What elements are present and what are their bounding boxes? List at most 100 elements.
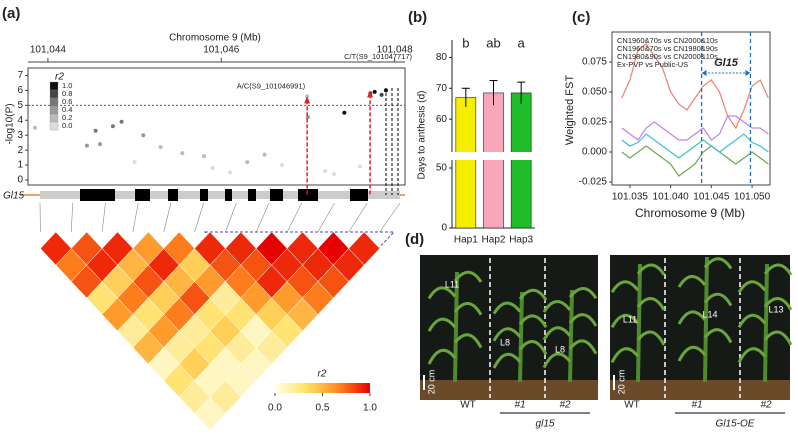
y-tick-label: 50 — [436, 163, 448, 174]
y-tick-label: 0 — [17, 175, 23, 186]
colorbar — [275, 383, 370, 393]
annotation: A/C(S9_101046991) — [237, 81, 306, 90]
bar — [483, 92, 504, 229]
plant-stem — [703, 256, 709, 383]
y-tick-label: 0.050 — [582, 87, 607, 98]
group-label: WT — [624, 400, 640, 411]
leaf-label: L14 — [702, 309, 717, 319]
plant-leaf — [492, 352, 522, 369]
plant-leaf — [518, 288, 548, 301]
colorbar-label: 0.5 — [316, 403, 330, 414]
point — [110, 124, 115, 129]
y-tick-label: 0 — [441, 223, 447, 234]
leaf-label: L13 — [768, 304, 783, 314]
point — [93, 128, 98, 133]
x-tick-label: Hap2 — [482, 235, 506, 246]
point — [342, 110, 347, 115]
colorbar-label: 0.0 — [268, 403, 282, 414]
point — [141, 133, 146, 138]
scale-label: 20 cm — [426, 370, 436, 395]
legend-label: CN1960&70s vs CN1980&90s — [617, 44, 718, 53]
x-tick-label: 101,048 — [377, 45, 414, 56]
point — [379, 92, 384, 97]
leaf-label: L11 — [445, 279, 459, 289]
plot-frame — [611, 31, 771, 186]
plant-leaf — [610, 347, 640, 364]
snp-connector — [255, 202, 270, 233]
y-tick-label: -0.025 — [579, 177, 608, 188]
arrow-head — [304, 96, 311, 104]
line — [621, 115, 769, 141]
scale-label: 20 cm — [616, 370, 626, 395]
line — [621, 133, 769, 159]
plant-leaf — [453, 302, 483, 316]
arrow-head — [367, 90, 374, 98]
soil — [610, 380, 790, 400]
x-tick-label: 101.035 — [612, 192, 649, 203]
legend-label: CN1980&90s vs CN2000&10s — [617, 52, 718, 61]
legend-label: 0.4 — [62, 105, 72, 114]
point — [323, 169, 328, 174]
plant-leaf — [518, 340, 548, 356]
legend-swatch — [49, 97, 59, 107]
group-letter: ab — [486, 35, 500, 50]
group-label: #1 — [691, 400, 702, 411]
x-tick-label: Hap1 — [454, 235, 478, 246]
panel-label: (b) — [408, 9, 427, 26]
point — [357, 164, 362, 169]
legend-title: r2 — [55, 72, 64, 83]
genotype-label: Gl15-OE — [716, 419, 755, 430]
point — [262, 152, 267, 157]
snp-connector — [379, 202, 401, 233]
plant-leaf — [568, 313, 598, 327]
plant-leaf — [453, 270, 483, 283]
y-tick-label: 0.000 — [582, 147, 607, 158]
snp-connector — [163, 202, 172, 233]
group-letter: a — [518, 35, 526, 50]
x-tick-label: Hap3 — [509, 235, 533, 246]
legend-swatch — [49, 105, 59, 115]
point — [97, 142, 102, 147]
legend-label: 0.0 — [62, 121, 72, 130]
colorbar-label: 1.0 — [363, 403, 377, 414]
group-label: #2 — [559, 400, 571, 411]
y-tick-label: 7 — [17, 70, 23, 81]
exons — [80, 189, 368, 201]
legend-label: CN1960&70s vs CN2000&10s — [617, 36, 718, 45]
plant-leaf — [492, 301, 522, 315]
plant-leaf — [763, 263, 793, 276]
plant-leaf — [703, 292, 733, 307]
point — [132, 160, 137, 165]
point — [372, 89, 377, 94]
point — [84, 143, 89, 148]
plant-leaf — [737, 280, 767, 294]
separators — [489, 258, 741, 398]
soil — [420, 380, 598, 400]
plant-leaf — [737, 313, 767, 329]
ld-cell — [348, 231, 380, 266]
plant-stem — [763, 263, 769, 383]
snp-connector — [70, 202, 74, 233]
plant-leaf — [542, 300, 572, 313]
plant-leaf — [492, 327, 522, 342]
plant-leaf — [427, 348, 457, 365]
point — [331, 172, 336, 177]
legend-swatch — [49, 121, 59, 131]
plant-leaf — [568, 286, 598, 300]
point — [245, 160, 250, 165]
point — [180, 151, 185, 156]
genotype-label: gl15 — [536, 419, 555, 430]
y-tick-label: 3 — [17, 130, 23, 141]
plant-leaf — [677, 275, 707, 288]
plant-leaf — [568, 339, 598, 355]
snp-connector — [348, 202, 368, 233]
point — [158, 145, 163, 150]
panel-label: (c) — [572, 9, 590, 26]
plant-leaf — [636, 263, 666, 276]
x-axis-title: Chromosome 9 (Mb) — [635, 206, 745, 220]
plant-leaf — [677, 345, 707, 362]
y-axis-title: Weighted FST — [564, 75, 576, 145]
panel-label: (d) — [405, 231, 424, 248]
y-tick-label: 80 — [436, 52, 448, 63]
